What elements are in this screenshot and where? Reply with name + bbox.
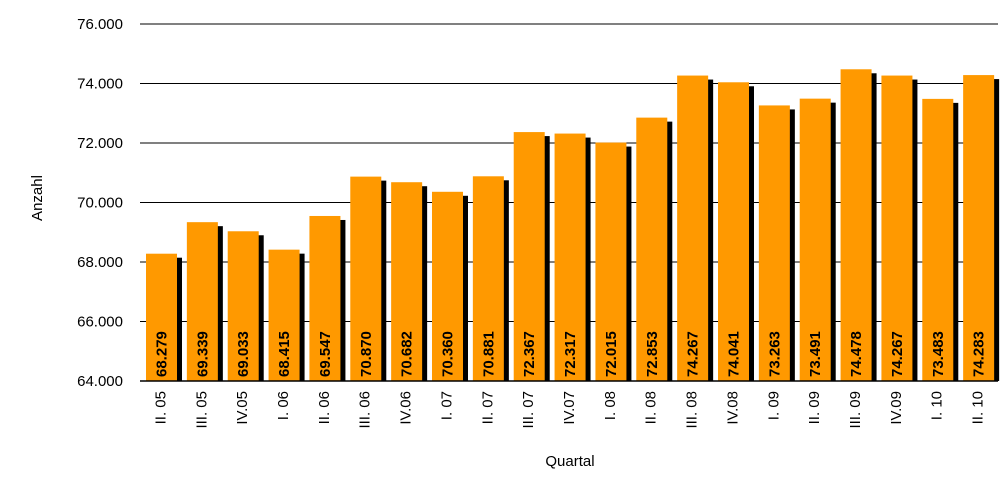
x-tick-label: III. 09 <box>847 391 864 429</box>
x-axis-ticks: II. 05 III. 05 IV.05 I. 06 II. 06 III. 06 IV.0… <box>152 391 986 429</box>
x-tick-label: IV.06 <box>398 391 415 425</box>
bar <box>840 69 872 381</box>
x-tick-label: I. 10 <box>929 391 946 420</box>
x-tick-label: II. 06 <box>316 391 333 424</box>
bar <box>718 82 749 382</box>
y-axis-ticks: 64.000 66.000 68.000 70.000 72.000 74.000 76.0… <box>77 16 123 390</box>
bar <box>186 222 218 381</box>
x-tick-label: IV.05 <box>234 391 251 425</box>
x-tick-label: II. 07 <box>479 391 496 424</box>
bar-value-label: 70.682 <box>399 331 416 377</box>
x-tick-label: II. 05 <box>152 391 169 424</box>
bars: 68.279 69.339 69.033 68.415 69.547 70.870 70.6… <box>146 69 1000 382</box>
bar-value-label: 72.853 <box>644 331 661 377</box>
x-tick-label: IV.08 <box>724 391 741 425</box>
bar-value-label: 69.339 <box>194 331 211 377</box>
bar <box>227 231 259 381</box>
x-tick-label: II. 08 <box>643 391 660 424</box>
bar-value-label: 72.015 <box>603 331 620 377</box>
y-tick-label: 70.000 <box>77 195 123 212</box>
bar-value-label: 73.483 <box>930 331 947 377</box>
x-tick-label: III. 08 <box>684 391 701 429</box>
bar <box>799 98 831 381</box>
bar <box>677 75 709 381</box>
x-tick-label: I. 06 <box>275 391 292 420</box>
x-tick-label: IV.07 <box>561 391 578 425</box>
bar <box>963 75 995 381</box>
y-tick-label: 72.000 <box>77 135 123 152</box>
bar <box>432 191 463 381</box>
bar-value-label: 73.263 <box>766 331 783 377</box>
bar <box>268 249 300 381</box>
bar <box>881 75 913 381</box>
bar-value-label: 74.283 <box>971 331 988 377</box>
x-tick-label: I. 07 <box>438 391 455 420</box>
bar <box>146 253 177 381</box>
bar-value-label: 74.041 <box>726 331 743 377</box>
y-tick-label: 76.000 <box>77 16 123 33</box>
bar <box>595 142 627 381</box>
x-tick-label: III. 07 <box>520 391 537 429</box>
y-tick-label: 64.000 <box>77 373 123 390</box>
bar-value-label: 70.881 <box>480 331 497 377</box>
x-tick-label: I. 09 <box>765 391 782 420</box>
bar-value-label: 73.491 <box>807 331 824 377</box>
x-tick-label: I. 08 <box>602 391 619 420</box>
bar <box>309 215 341 381</box>
bar <box>350 176 382 381</box>
bar <box>636 117 668 381</box>
bar-value-label: 70.870 <box>358 331 375 377</box>
y-tick-label: 66.000 <box>77 314 123 331</box>
bar-value-label: 72.367 <box>521 331 538 377</box>
x-tick-label: IV.09 <box>888 391 905 425</box>
bar-value-label: 72.317 <box>562 331 579 377</box>
bar-value-label: 74.478 <box>848 331 865 377</box>
bar-value-label: 68.279 <box>154 331 171 377</box>
bar-value-label: 69.033 <box>235 331 252 377</box>
bar-value-label: 68.415 <box>276 331 293 377</box>
bar <box>554 133 586 381</box>
bar-value-label: 69.547 <box>317 331 334 377</box>
x-tick-label: II. 09 <box>806 391 823 424</box>
bar <box>472 176 504 381</box>
bar-value-label: 70.360 <box>440 331 457 377</box>
bar <box>758 105 790 381</box>
x-tick-label: II. 10 <box>970 391 987 424</box>
bar-value-label: 74.267 <box>889 331 906 377</box>
bar <box>391 182 423 381</box>
y-tick-label: 68.000 <box>77 254 123 271</box>
y-tick-label: 74.000 <box>77 76 123 93</box>
y-axis-title: Anzahl <box>29 175 46 221</box>
x-axis-title: Quartal <box>545 453 594 470</box>
bar-value-label: 74.267 <box>685 331 702 377</box>
x-tick-label: III. 06 <box>357 391 374 429</box>
x-tick-label: III. 05 <box>193 391 210 429</box>
bar <box>922 98 954 382</box>
bar <box>513 132 545 381</box>
